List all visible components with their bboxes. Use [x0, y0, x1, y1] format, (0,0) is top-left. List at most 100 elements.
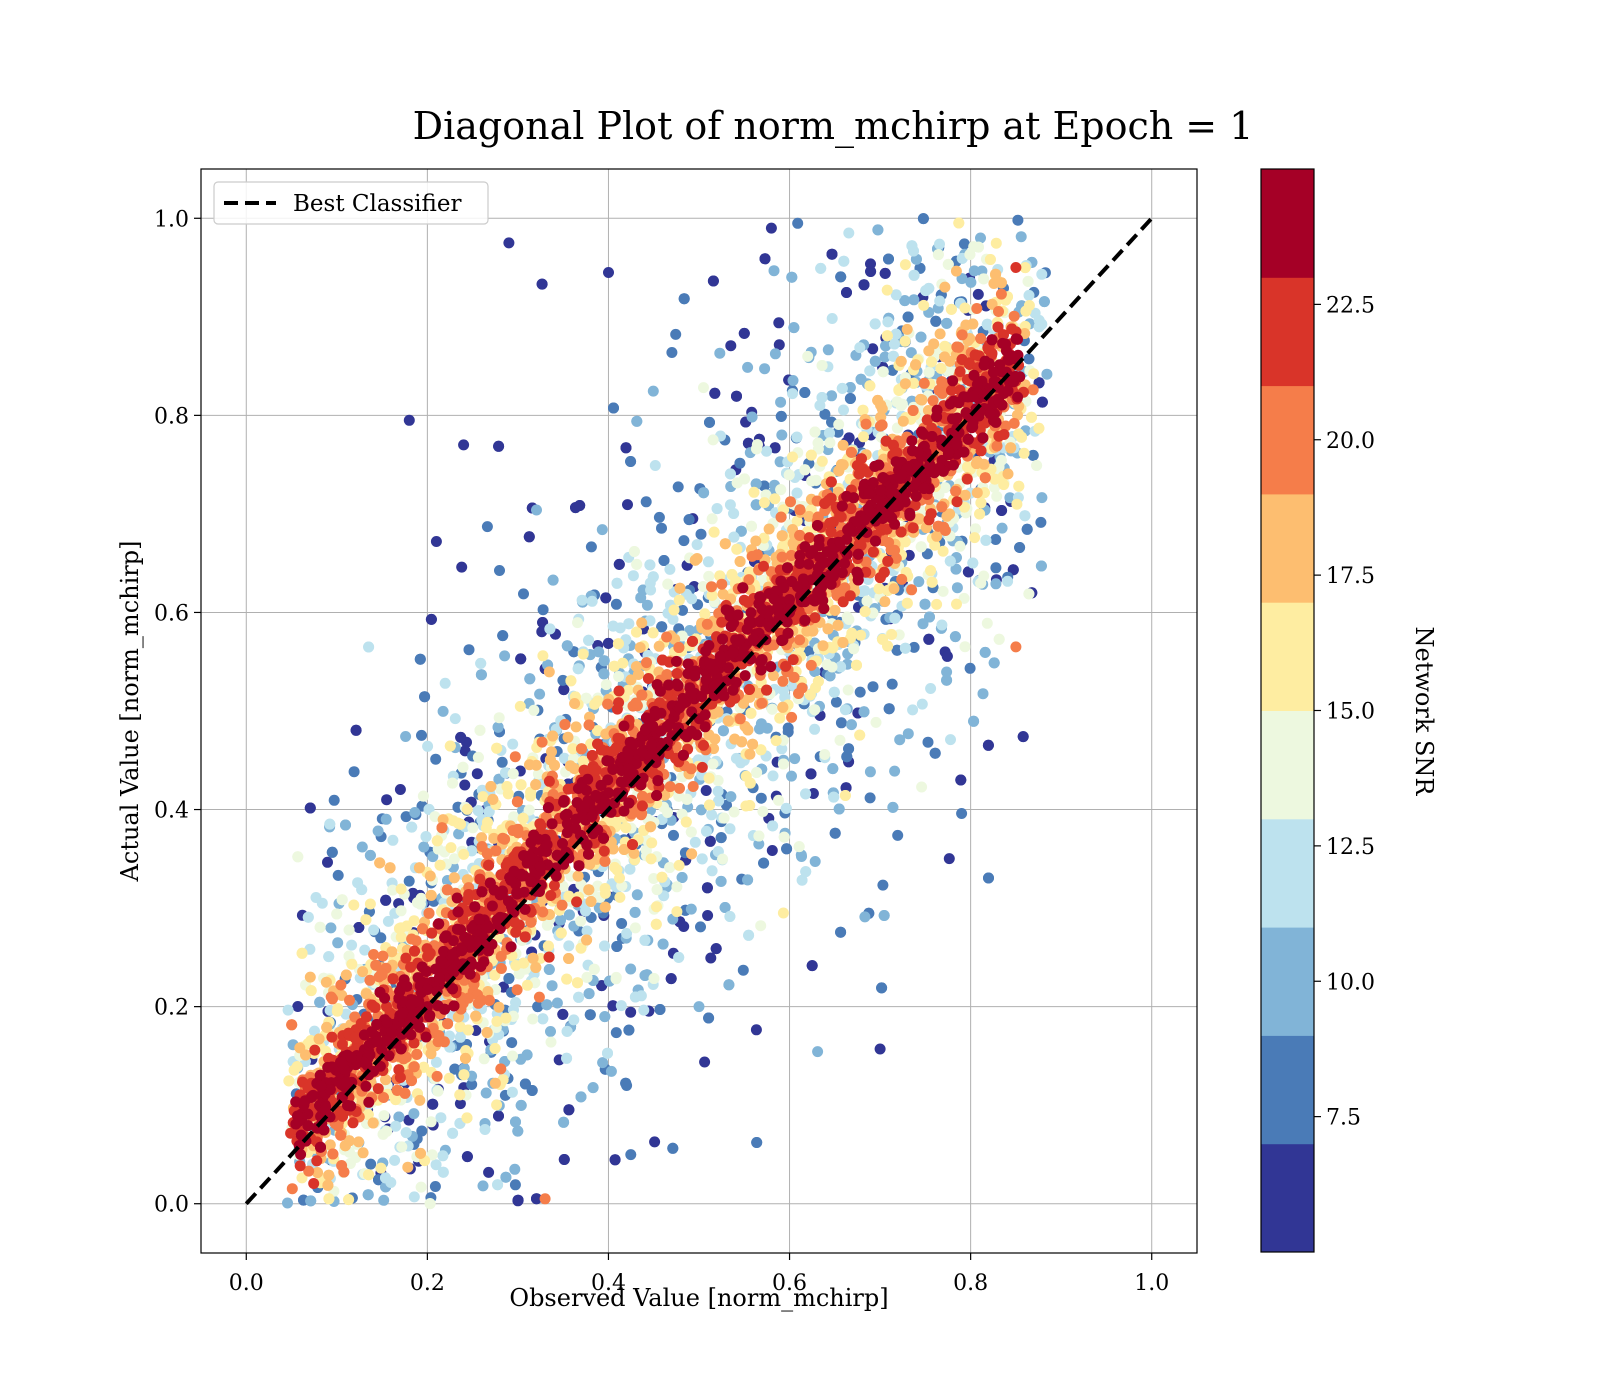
data-point	[662, 578, 674, 590]
data-point	[609, 861, 621, 873]
data-point	[819, 749, 831, 760]
data-point	[703, 772, 715, 784]
data-point	[899, 642, 911, 654]
data-point	[787, 388, 798, 400]
data-point	[610, 1027, 622, 1039]
data-point	[447, 815, 459, 827]
data-point	[509, 1163, 521, 1175]
data-point	[858, 279, 870, 291]
data-point	[725, 791, 737, 803]
data-point	[807, 788, 819, 799]
data-point	[646, 837, 658, 849]
data-point	[959, 641, 971, 653]
data-point	[941, 317, 953, 329]
data-point	[925, 565, 937, 577]
data-point	[934, 295, 946, 307]
data-point	[698, 487, 710, 499]
data-point	[507, 738, 519, 750]
data-point	[674, 582, 686, 594]
data-point	[968, 715, 980, 727]
data-point	[395, 883, 407, 895]
data-point	[400, 811, 412, 823]
data-point	[458, 848, 470, 860]
data-point	[435, 1112, 447, 1124]
data-point	[466, 1079, 478, 1090]
data-point	[599, 940, 610, 952]
data-point	[408, 915, 420, 927]
data-point	[691, 539, 703, 551]
data-point	[758, 497, 770, 509]
data-point	[515, 779, 527, 791]
data-point	[1027, 449, 1039, 461]
data-point	[599, 901, 611, 913]
data-point	[778, 831, 790, 843]
data-point	[843, 743, 855, 755]
data-point	[750, 1024, 762, 1036]
data-point	[628, 546, 640, 557]
data-point	[990, 237, 1002, 249]
data-point	[479, 1124, 491, 1135]
data-point	[599, 1011, 611, 1023]
data-point	[917, 213, 929, 225]
data-point	[434, 859, 446, 871]
data-point	[537, 617, 549, 628]
data-point	[367, 1117, 379, 1129]
data-point	[926, 356, 937, 368]
data-point	[717, 588, 729, 600]
data-point	[950, 265, 962, 277]
data-point	[738, 327, 750, 339]
data-point	[343, 1194, 355, 1206]
data-point	[978, 273, 990, 285]
data-point	[843, 614, 855, 625]
data-point	[1015, 231, 1027, 243]
data-point	[558, 684, 570, 696]
data-point	[967, 557, 979, 569]
data-point	[605, 1065, 617, 1077]
data-point	[322, 856, 333, 868]
data-point	[681, 793, 693, 805]
data-point	[814, 400, 826, 411]
data-point	[709, 387, 721, 399]
data-point	[833, 419, 845, 430]
data-point	[656, 871, 668, 883]
data-point	[874, 1043, 886, 1055]
data-point	[734, 556, 746, 567]
data-point	[1011, 498, 1023, 510]
data-point	[645, 821, 656, 833]
data-point	[282, 1004, 294, 1016]
data-point	[414, 1094, 426, 1106]
data-point	[546, 980, 558, 992]
data-point	[363, 641, 375, 653]
data-point	[787, 451, 798, 463]
data-point	[991, 490, 1003, 502]
data-point	[1035, 516, 1047, 528]
data-point	[793, 841, 805, 853]
data-point	[472, 805, 484, 817]
data-point	[930, 315, 942, 327]
data-point	[735, 525, 747, 537]
data-point	[394, 784, 406, 795]
data-point	[563, 1104, 575, 1116]
data-point	[346, 958, 358, 970]
data-point	[843, 227, 855, 239]
data-point	[374, 857, 386, 869]
data-point	[740, 770, 752, 782]
data-point	[481, 521, 493, 533]
data-point	[742, 874, 754, 886]
data-point	[480, 822, 492, 834]
data-point	[1023, 588, 1035, 600]
data-point	[332, 937, 344, 949]
data-point	[644, 559, 656, 571]
data-point	[658, 555, 670, 566]
data-point	[461, 1151, 473, 1163]
data-point	[768, 265, 780, 277]
data-point	[296, 947, 308, 959]
data-point	[610, 971, 622, 983]
data-point	[838, 404, 849, 416]
data-point	[1041, 368, 1053, 380]
data-point	[680, 816, 692, 828]
data-point	[827, 642, 839, 654]
data-point	[950, 563, 962, 575]
data-point	[443, 1072, 455, 1084]
